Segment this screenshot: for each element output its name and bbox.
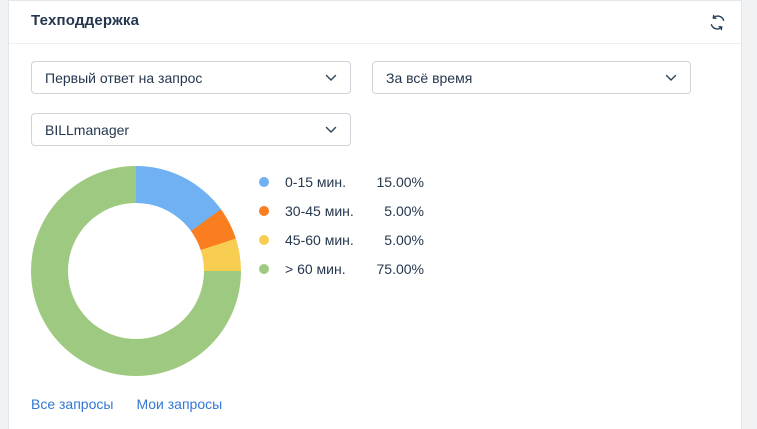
metric-select[interactable]: Первый ответ на запрос bbox=[31, 61, 351, 94]
legend-item: 30-45 мин. 5.00% bbox=[259, 196, 424, 225]
legend-dot-blue bbox=[259, 176, 269, 187]
chart-legend: 0-15 мин. 15.00% 30-45 мин. 5.00% 45-60 … bbox=[259, 167, 424, 283]
chevron-down-icon bbox=[665, 74, 677, 82]
period-select[interactable]: За всё время bbox=[372, 61, 691, 94]
legend-dot-orange bbox=[259, 205, 269, 216]
page-title: Техподдержка bbox=[31, 12, 140, 29]
period-select-value: За всё время bbox=[386, 69, 473, 86]
legend-item: > 60 мин. 75.00% bbox=[259, 254, 424, 283]
legend-dot-yellow bbox=[259, 234, 269, 245]
tech-support-widget: Техподдержка Первый ответ на запрос За в… bbox=[8, 0, 742, 429]
legend-item: 0-15 мин. 15.00% bbox=[259, 167, 424, 196]
legend-label: > 60 мин. bbox=[285, 260, 346, 277]
metric-select-value: Первый ответ на запрос bbox=[45, 69, 203, 86]
legend-item: 45-60 мин. 5.00% bbox=[259, 225, 424, 254]
legend-value: 75.00% bbox=[376, 260, 424, 277]
legend-value: 5.00% bbox=[384, 231, 424, 248]
product-select[interactable]: BILLmanager bbox=[31, 113, 351, 146]
legend-label: 45-60 мин. bbox=[285, 231, 354, 248]
legend-value: 15.00% bbox=[376, 173, 424, 190]
product-select-value: BILLmanager bbox=[45, 121, 130, 138]
refresh-button[interactable] bbox=[705, 10, 729, 34]
legend-label: 30-45 мин. bbox=[285, 202, 354, 219]
legend-value: 5.00% bbox=[384, 202, 424, 219]
refresh-icon bbox=[708, 13, 727, 32]
all-requests-link[interactable]: Все запросы bbox=[31, 396, 114, 412]
footer-links: Все запросы Мои запросы bbox=[31, 396, 222, 412]
legend-label: 0-15 мин. bbox=[285, 173, 346, 190]
my-requests-link[interactable]: Мои запросы bbox=[136, 396, 223, 412]
legend-dot-green bbox=[259, 263, 269, 274]
donut-chart bbox=[31, 166, 241, 376]
chevron-down-icon bbox=[325, 74, 337, 82]
widget-header: Техподдержка bbox=[9, 1, 741, 44]
chevron-down-icon bbox=[325, 126, 337, 134]
